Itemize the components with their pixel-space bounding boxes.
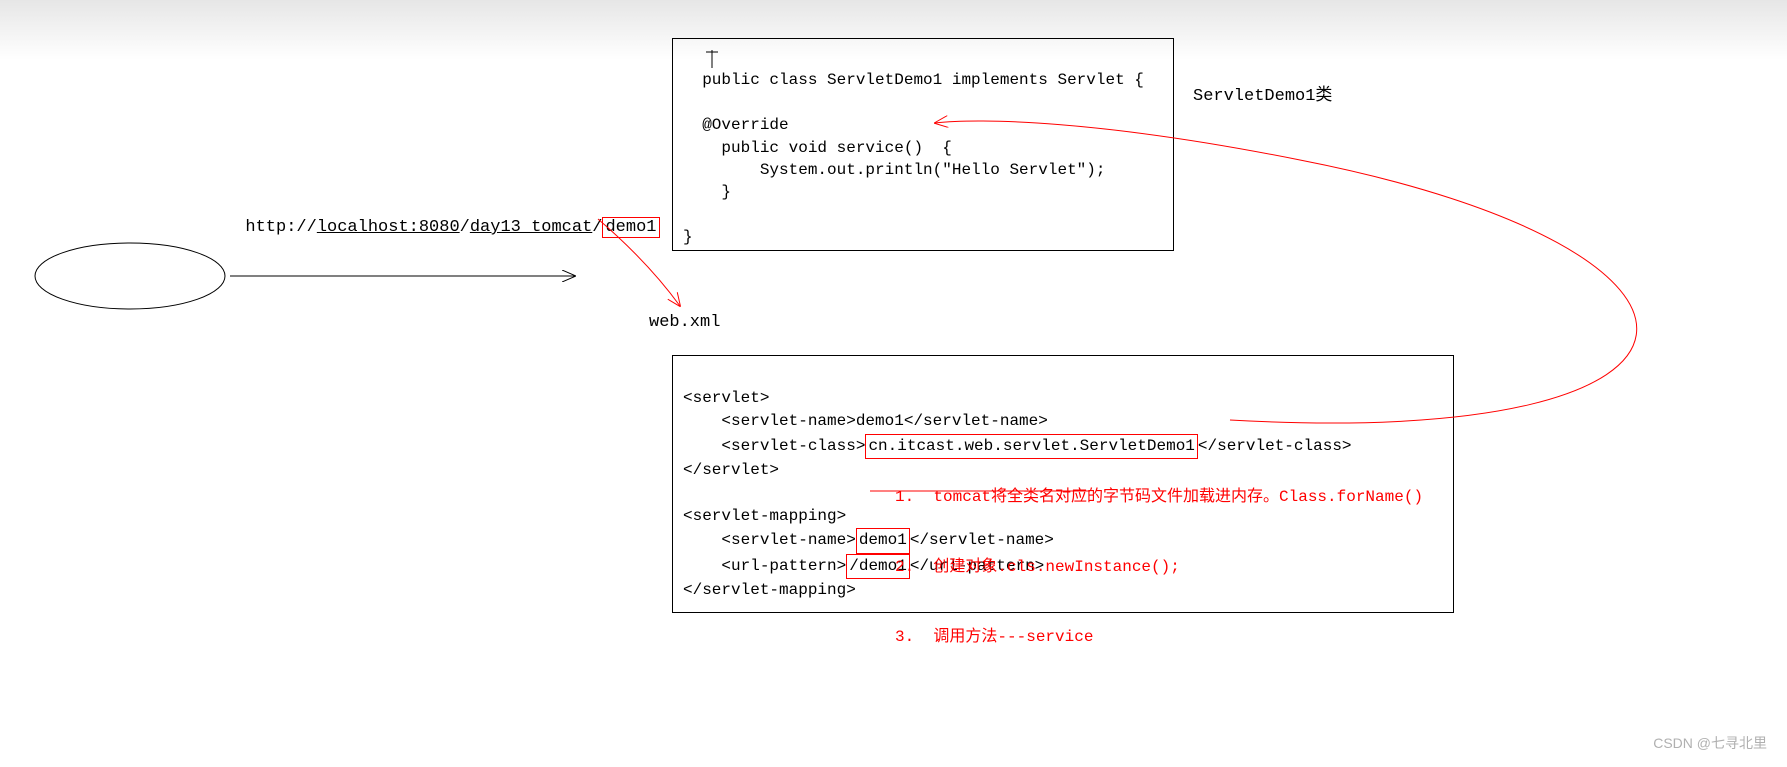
url-text: http://localhost:8080/day13_tomcat/demo1 bbox=[225, 198, 660, 238]
url-sep1: / bbox=[460, 218, 470, 237]
java-code-box: public class ServletDemo1 implements Ser… bbox=[672, 38, 1174, 251]
url-highlight-demo1: demo1 bbox=[602, 217, 659, 238]
class-title-label: ServletDemo1类 bbox=[1193, 80, 1332, 106]
red-notes: 1. tomcat将全类名对应的字节码文件加载进内存。Class.forName… bbox=[895, 440, 1423, 672]
xml-pre2: <servlet-mapping> <servlet-name> bbox=[683, 507, 856, 549]
note-1: 1. tomcat将全类名对应的字节码文件加载进内存。Class.forName… bbox=[895, 486, 1423, 509]
note-2: 2. 创建对象.cls.newInstance(); bbox=[895, 556, 1423, 579]
webxml-label: web.xml bbox=[649, 313, 720, 332]
browser-ellipse bbox=[35, 243, 225, 309]
url-host: localhost:8080 bbox=[317, 218, 460, 237]
url-sep2: / bbox=[592, 218, 602, 237]
note-3: 3. 调用方法---service bbox=[895, 626, 1423, 649]
java-code: public class ServletDemo1 implements Ser… bbox=[683, 71, 1144, 246]
url-prefix: http:// bbox=[245, 218, 316, 237]
watermark: CSDN @七寻北里 bbox=[1653, 733, 1767, 753]
url-path1: day13_tomcat bbox=[470, 218, 592, 237]
